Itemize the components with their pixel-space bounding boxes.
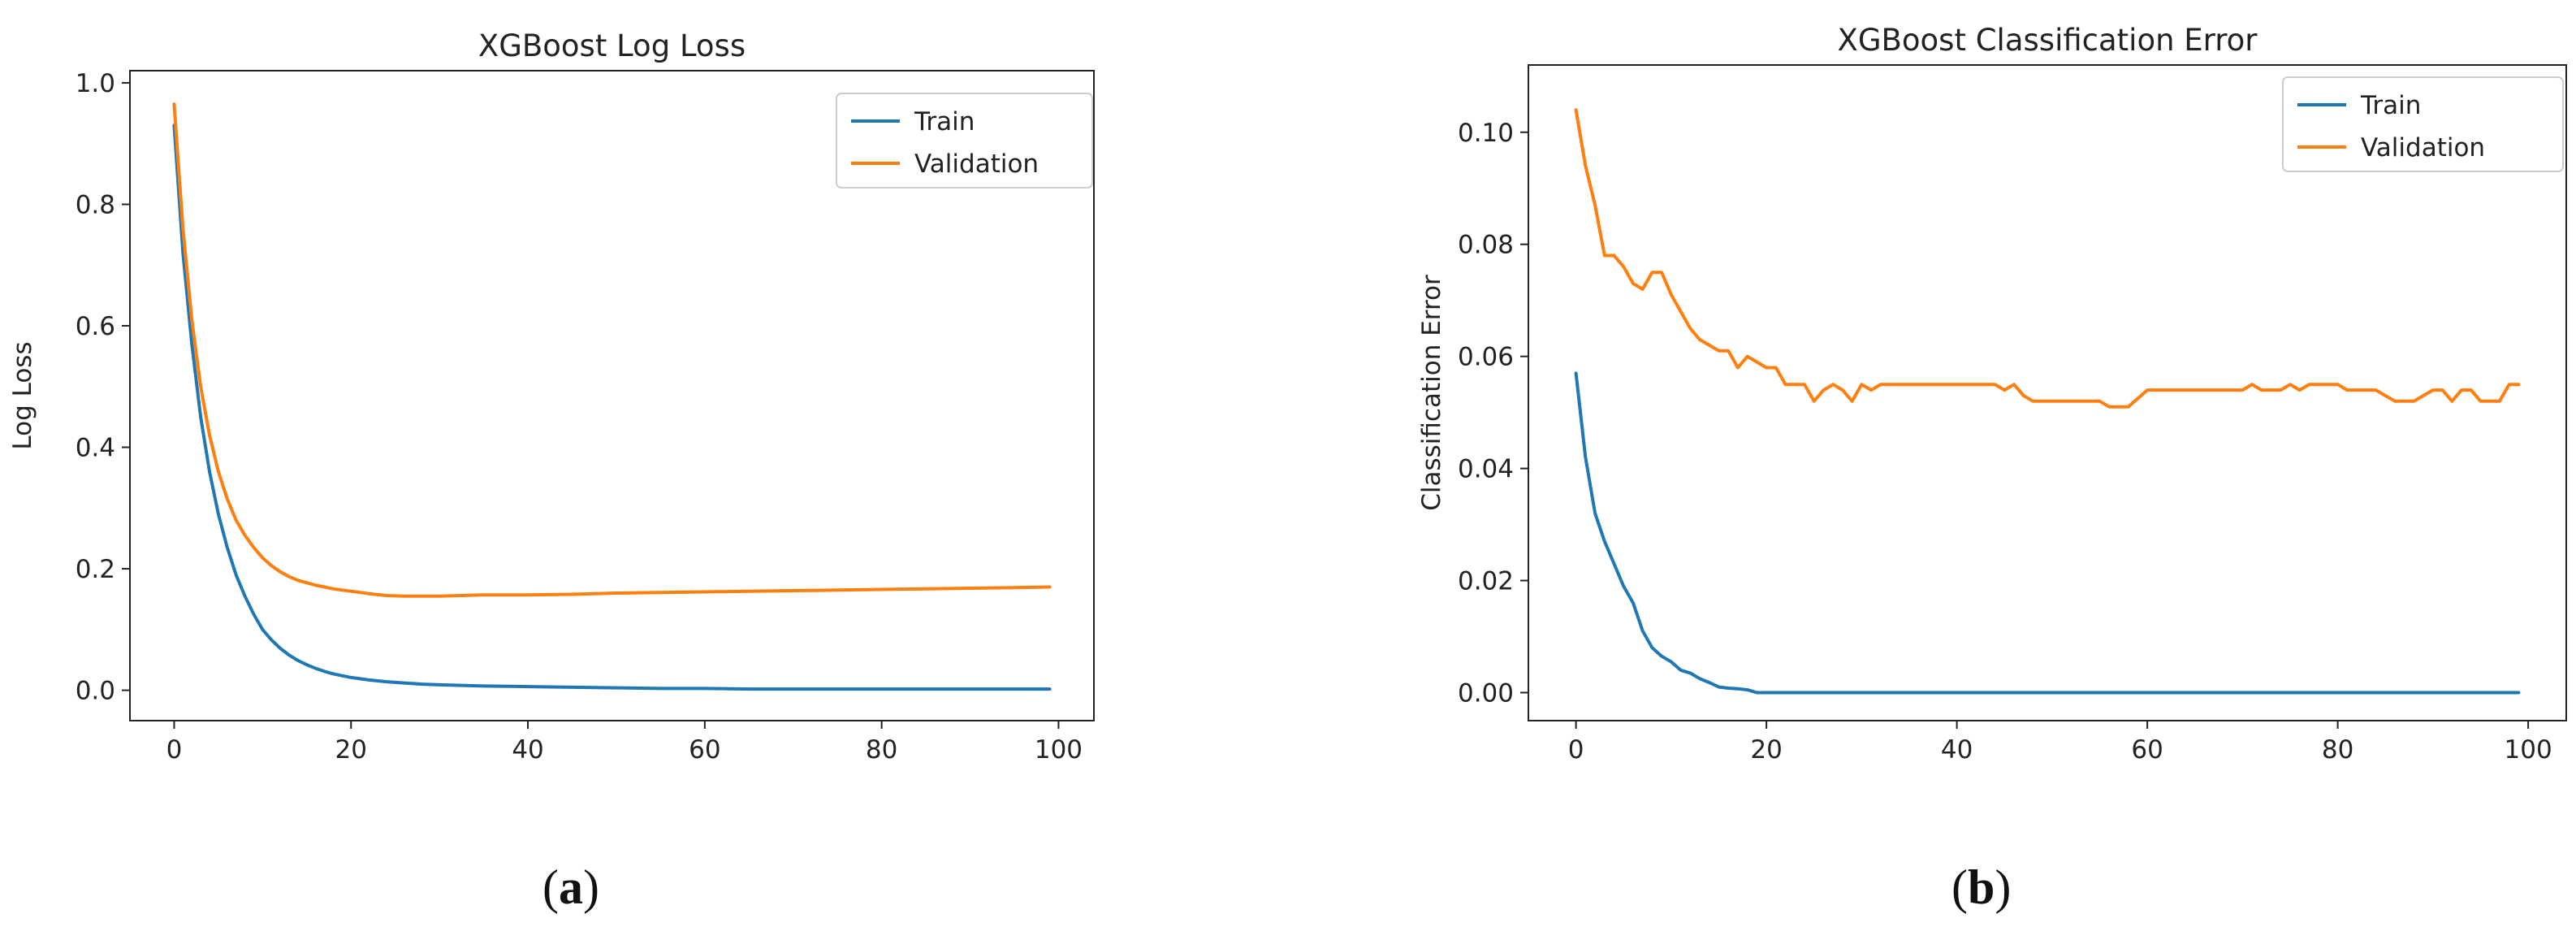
logloss-ytick-label: 0.2 [76,555,115,584]
logloss-xtick-label: 40 [512,735,543,765]
clferr-xtick-label: 20 [1750,735,1782,765]
clferr-axes-frame [1528,64,2567,721]
clferr-ytick-label: 0.00 [1458,679,1514,708]
logloss-xtick-label: 20 [335,735,367,765]
logloss-legend-label-validation: Validation [914,149,1039,179]
log-loss-chart: XGBoost Log Loss Log Loss 0 20 40 60 80 100 0.0 0… [8,28,1095,765]
logloss-ytick-label: 0.6 [76,312,115,341]
logloss-series-validation [172,102,1052,598]
logloss-xtick-label: 80 [866,735,897,765]
caption-b-letter: b [1967,860,1995,914]
clferr-legend-label-validation: Validation [2361,133,2485,162]
clferr-ytick-label: 0.08 [1458,231,1514,260]
logloss-ytick-label: 0.4 [76,434,115,463]
classification-error-chart: XGBoost Classification Error Classificati… [1417,23,2567,765]
clferr-xtick-label: 40 [1941,735,1973,765]
logloss-title: XGBoost Log Loss [478,28,746,63]
caption-b-open: ( [1951,860,1968,914]
caption-a-letter: a [558,860,583,914]
caption-a-close: ) [582,860,599,914]
caption-b: (b) [1951,860,2011,916]
logloss-ylabel: Log Loss [8,341,37,449]
logloss-ytick-label: 1.0 [76,69,115,98]
logloss-series-train [172,123,1052,691]
clferr-ylabel: Classification Error [1417,275,1446,511]
logloss-xtick-label: 100 [1035,735,1083,765]
caption-b-close: ) [1995,860,2012,914]
clferr-series-train [1574,371,2521,695]
logloss-legend-box [836,93,1093,188]
clferr-ytick-label: 0.04 [1458,455,1514,484]
clferr-xtick-label: 0 [1568,735,1584,765]
clferr-xtick-label: 60 [2131,735,2163,765]
clferr-legend-label-train: Train [2360,91,2421,120]
clferr-ytick-label: 0.06 [1458,343,1514,372]
clferr-legend-box [2282,76,2564,172]
clferr-series-validation [1574,108,2521,409]
clferr-ytick-label: 0.02 [1458,567,1514,596]
clferr-ytick-label: 0.10 [1458,119,1514,148]
clferr-xtick-label: 100 [2505,735,2552,765]
logloss-xtick-label: 60 [689,735,720,765]
logloss-ytick-label: 0.0 [76,677,115,706]
caption-a-open: ( [542,860,559,914]
clferr-title: XGBoost Classification Error [1838,23,2258,58]
logloss-legend-label-train: Train [914,107,975,136]
caption-a: (a) [542,860,599,916]
clferr-xtick-label: 80 [2322,735,2353,765]
logloss-ytick-label: 0.8 [76,190,115,219]
logloss-xtick-label: 0 [166,735,183,765]
